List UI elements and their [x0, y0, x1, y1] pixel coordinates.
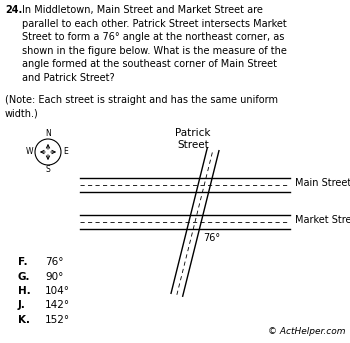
Text: H.: H. — [18, 286, 31, 296]
Text: Main Street: Main Street — [295, 178, 350, 188]
Text: Patrick
Street: Patrick Street — [175, 128, 211, 150]
Text: F.: F. — [18, 257, 28, 267]
Text: © ActHelper.com: © ActHelper.com — [267, 327, 345, 336]
Text: 90°: 90° — [45, 272, 63, 282]
Text: Market Street: Market Street — [295, 215, 350, 225]
Text: 76°: 76° — [203, 233, 220, 243]
Text: 76°: 76° — [45, 257, 63, 267]
Text: N: N — [45, 130, 51, 139]
Text: 104°: 104° — [45, 286, 70, 296]
Text: 142°: 142° — [45, 300, 70, 310]
Text: S: S — [46, 166, 50, 175]
Text: K.: K. — [18, 315, 30, 325]
Text: G.: G. — [18, 272, 30, 282]
Text: E: E — [64, 147, 68, 156]
Text: 152°: 152° — [45, 315, 70, 325]
Text: W: W — [26, 147, 34, 156]
Text: In Middletown, Main Street and Market Street are
parallel to each other. Patrick: In Middletown, Main Street and Market St… — [22, 5, 287, 83]
Text: (Note: Each street is straight and has the same uniform
width.): (Note: Each street is straight and has t… — [5, 95, 278, 119]
Text: 24.: 24. — [5, 5, 22, 15]
Text: J.: J. — [18, 300, 26, 310]
